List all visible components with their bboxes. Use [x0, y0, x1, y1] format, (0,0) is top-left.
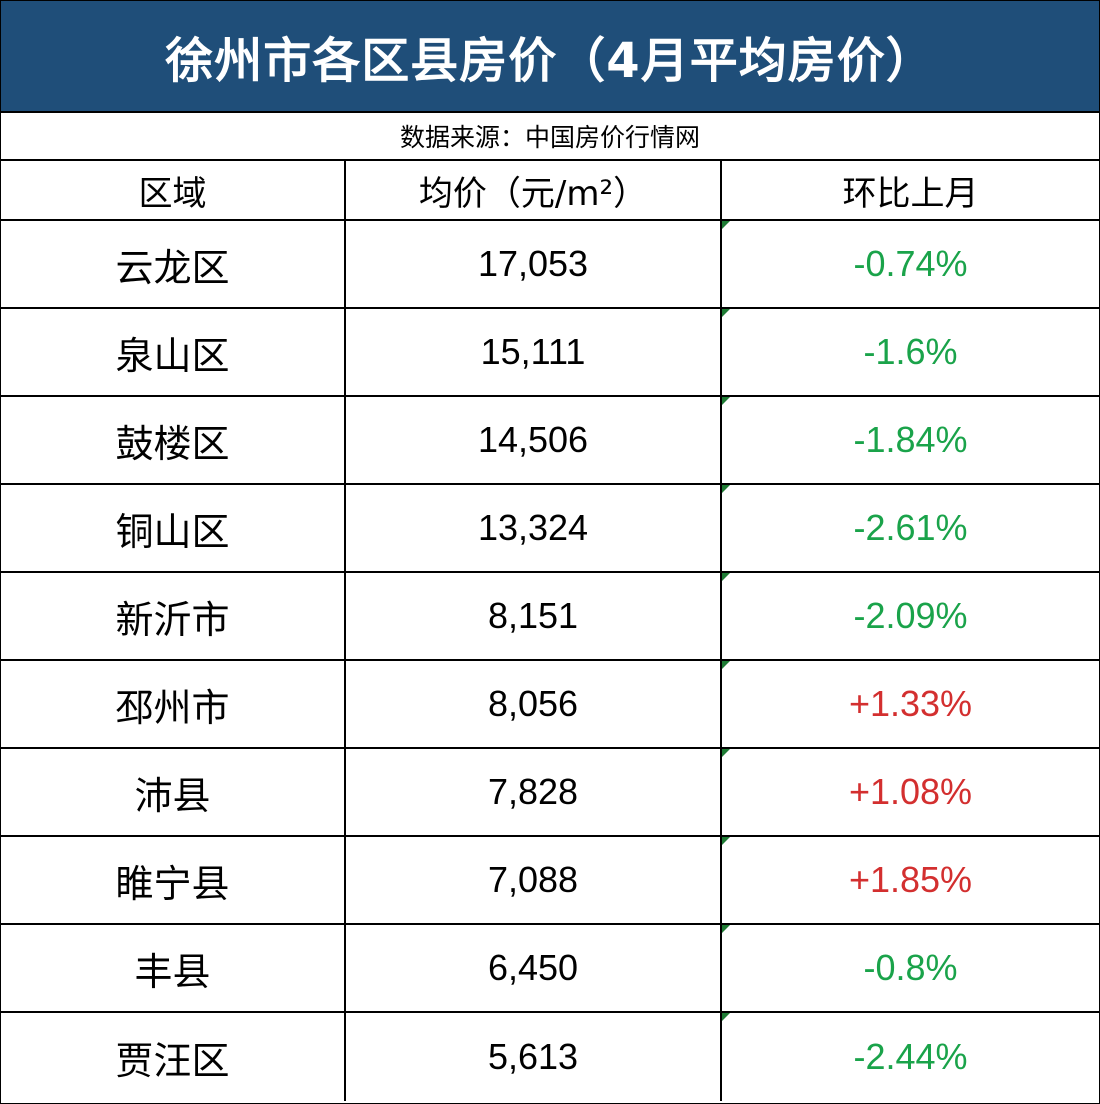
- price-cell-value: 5,613: [487, 1036, 579, 1077]
- cell-corner-marker: [722, 397, 730, 405]
- table-row: 邳州市 8,056 +1.33%: [1, 661, 1099, 749]
- change-cell-value: +1.33%: [848, 683, 973, 724]
- region-cell-value: 邳州市: [115, 685, 230, 730]
- price-cell-value: 8,056: [487, 683, 579, 724]
- region-cell-value: 沛县: [134, 773, 211, 818]
- table-row: 丰县 6,450 -0.8%: [1, 925, 1099, 1013]
- table-row: 贾汪区 5,613 -2.44%: [1, 1013, 1099, 1101]
- cell-corner-marker: [722, 485, 730, 493]
- table-title: 徐州市各区县房价（4月平均房价）: [165, 33, 935, 89]
- cell-corner-marker: [722, 573, 730, 581]
- price-cell: 8,151: [346, 573, 722, 659]
- table-row: 新沂市 8,151 -2.09%: [1, 573, 1099, 661]
- source-text: 数据来源：中国房价行情网: [399, 123, 700, 152]
- change-cell-value: +1.85%: [848, 859, 973, 900]
- price-cell-value: 14,506: [477, 419, 589, 460]
- region-cell: 云龙区: [1, 221, 346, 307]
- change-cell-value: -1.6%: [863, 331, 958, 372]
- header-cell-price: 均价（元/m²）: [346, 161, 722, 219]
- cell-corner-marker: [722, 1013, 730, 1021]
- table-title-bar: 徐州市各区县房价（4月平均房价）: [1, 1, 1099, 113]
- header-row: 区域 均价（元/m²） 环比上月: [1, 161, 1099, 221]
- price-cell-value: 7,088: [487, 859, 579, 900]
- region-cell-value: 鼓楼区: [115, 421, 230, 466]
- region-cell: 贾汪区: [1, 1013, 346, 1101]
- region-cell: 邳州市: [1, 661, 346, 747]
- region-cell-value: 云龙区: [115, 245, 230, 290]
- change-cell: +1.08%: [722, 749, 1099, 835]
- cell-corner-marker: [722, 309, 730, 317]
- cell-corner-marker: [722, 925, 730, 933]
- region-cell: 新沂市: [1, 573, 346, 659]
- price-cell-value: 6,450: [487, 947, 579, 988]
- cell-corner-marker: [722, 749, 730, 757]
- change-cell: +1.85%: [722, 837, 1099, 923]
- header-cell-region: 区域: [1, 161, 346, 219]
- change-cell: -1.6%: [722, 309, 1099, 395]
- region-cell-value: 泉山区: [115, 333, 230, 378]
- price-cell: 7,088: [346, 837, 722, 923]
- region-cell: 鼓楼区: [1, 397, 346, 483]
- table-row: 鼓楼区 14,506 -1.84%: [1, 397, 1099, 485]
- change-cell: -2.09%: [722, 573, 1099, 659]
- price-cell-value: 17,053: [477, 243, 589, 284]
- header-change-label: 环比上月: [842, 173, 979, 214]
- source-row: 数据来源：中国房价行情网: [1, 113, 1099, 161]
- change-cell: -2.61%: [722, 485, 1099, 571]
- price-cell-value: 7,828: [487, 771, 579, 812]
- change-cell-value: -2.44%: [853, 1036, 968, 1077]
- change-cell: -1.84%: [722, 397, 1099, 483]
- price-cell: 17,053: [346, 221, 722, 307]
- change-cell: -2.44%: [722, 1013, 1099, 1101]
- header-region-label: 区域: [138, 173, 207, 214]
- header-cell-change: 环比上月: [722, 161, 1099, 219]
- change-cell-value: -0.8%: [863, 947, 958, 988]
- price-cell: 7,828: [346, 749, 722, 835]
- region-cell: 泉山区: [1, 309, 346, 395]
- change-cell-value: -1.84%: [853, 419, 968, 460]
- region-cell-value: 新沂市: [115, 597, 230, 642]
- table-row: 睢宁县 7,088 +1.85%: [1, 837, 1099, 925]
- change-cell-value: -2.61%: [853, 507, 968, 548]
- region-cell-value: 贾汪区: [115, 1038, 230, 1083]
- region-cell: 沛县: [1, 749, 346, 835]
- region-cell: 丰县: [1, 925, 346, 1011]
- cell-corner-marker: [722, 837, 730, 845]
- header-price-label: 均价（元/m²）: [418, 173, 648, 214]
- cell-corner-marker: [722, 221, 730, 229]
- table-row: 泉山区 15,111 -1.6%: [1, 309, 1099, 397]
- price-cell: 15,111: [346, 309, 722, 395]
- cell-corner-marker: [722, 661, 730, 669]
- price-cell-value: 15,111: [480, 331, 586, 372]
- change-cell-value: +1.08%: [848, 771, 973, 812]
- region-cell-value: 铜山区: [115, 509, 230, 554]
- table-row: 云龙区 17,053 -0.74%: [1, 221, 1099, 309]
- region-cell-value: 丰县: [134, 949, 211, 994]
- table-row: 沛县 7,828 +1.08%: [1, 749, 1099, 837]
- price-cell: 14,506: [346, 397, 722, 483]
- region-cell: 铜山区: [1, 485, 346, 571]
- table-row: 铜山区 13,324 -2.61%: [1, 485, 1099, 573]
- price-cell: 8,056: [346, 661, 722, 747]
- price-cell: 13,324: [346, 485, 722, 571]
- change-cell-value: -0.74%: [853, 243, 968, 284]
- change-cell-value: -2.09%: [853, 595, 968, 636]
- change-cell: -0.74%: [722, 221, 1099, 307]
- price-cell-value: 13,324: [477, 507, 589, 548]
- price-cell-value: 8,151: [487, 595, 579, 636]
- region-cell-value: 睢宁县: [115, 861, 230, 906]
- price-cell: 5,613: [346, 1013, 722, 1101]
- region-cell: 睢宁县: [1, 837, 346, 923]
- change-cell: +1.33%: [722, 661, 1099, 747]
- change-cell: -0.8%: [722, 925, 1099, 1011]
- price-cell: 6,450: [346, 925, 722, 1011]
